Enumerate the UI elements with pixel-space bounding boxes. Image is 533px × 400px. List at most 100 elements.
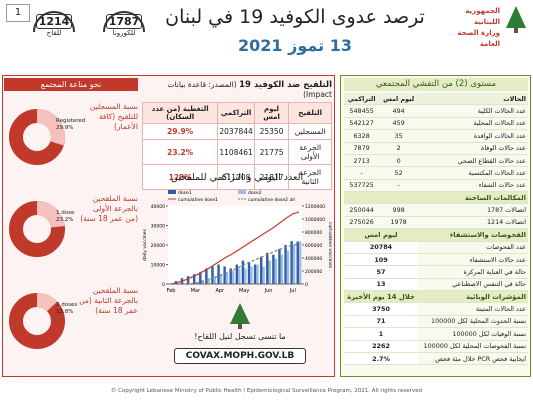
vaccination-table: التلقيح ليوم امس التراكمي التغطية (من عدد ا… [141, 102, 332, 190]
cta-url[interactable]: COVAX.MOPH.GOV.LB [174, 348, 306, 364]
bar [231, 270, 235, 284]
donut-label: 2 doses 12.8% [56, 302, 77, 316]
table-row: حالة في التنفس الاصطناعي 13 [344, 278, 528, 292]
table-row: الفحوصات والاستشفاء ليوم امس [344, 228, 528, 242]
immunity-title: نحو مناعة المجتمع [4, 78, 138, 91]
table-cell: عدد حالات القطاع الصحي [418, 154, 528, 168]
table-cell: 1978 [379, 216, 419, 230]
x-tick-label: Mar [191, 288, 201, 294]
donut-caption: نسبة الملقحين بالجرعة الثانية (من عمر 18… [79, 286, 138, 315]
date: 13 تموز 2021 [238, 36, 352, 55]
donut-arc [9, 109, 65, 165]
table-cell: 35 [379, 129, 419, 143]
y2-axis-label: cumulative vaccines [327, 222, 332, 269]
bar [192, 274, 196, 284]
donut: نسبة الملقحين بالجرعة الأولى (من عمر 18 … [6, 190, 138, 276]
donut-caption: نسبة الملقحين بالجرعة الأولى (من عمر 18 … [80, 194, 138, 223]
table-cell: 6328 [344, 129, 380, 143]
table-cell: 20784 [344, 241, 419, 254]
legend-label: dose1 [178, 190, 192, 196]
table-row: نسبة الوفيات لكل 100000 1 [344, 327, 528, 341]
table-cell: 250044 [344, 203, 380, 217]
table-cell: عدد الفحوصات [418, 241, 528, 254]
column-header: التلقيح [288, 102, 332, 124]
table-cell: 2 [379, 142, 419, 155]
bar [207, 278, 211, 284]
donut-name: 1 dose [56, 210, 75, 216]
donut-arc [9, 293, 65, 349]
donut-chart [9, 109, 65, 165]
table-cell: 1108461 [217, 139, 255, 165]
legend-label: cumulative dose1 [178, 197, 218, 203]
donut-chart [9, 201, 65, 257]
table-row: الحالات ليوم امس التراكمي [344, 93, 528, 106]
vaccination-source: (المصدر: قاعدة بيانات Impact) [167, 80, 332, 99]
table-cell: 459 [379, 117, 419, 131]
table-row: حالة في العناية المركزة 57 [344, 265, 528, 279]
y-tick-label: 10000 [151, 263, 165, 269]
donut-value: 23.2% [56, 217, 74, 223]
table-cell: نسبة الحدوث المحلية لكل 100000 [418, 315, 528, 329]
bar [186, 276, 190, 284]
column-header: التراكمي [344, 93, 380, 106]
table-cell: 109 [344, 253, 419, 267]
donut-name: Registered [56, 118, 86, 124]
table-cell: ايجابية فحص PCR خلال مئة فحص [418, 352, 528, 366]
table-cell: 3750 [344, 302, 419, 316]
bar [259, 256, 263, 284]
donut-label: Registered 29.9% [56, 118, 85, 132]
y-tick-label: 0 [162, 282, 165, 288]
bar [253, 264, 257, 284]
table-row: عدد حالات الوفاة 2 7879 [344, 142, 528, 155]
table-cell: - [379, 179, 419, 193]
outbreak-title: مستوى (2) من التفشي المجتمعي [344, 78, 528, 91]
table-cell: 13 [344, 278, 419, 292]
table-row: عدد الحالات المكتسبة 52- [344, 166, 528, 180]
vaccination-title-main: التلقيح ضد الكوفيد 19 [239, 80, 332, 90]
table-cell: 29.9% [141, 123, 219, 140]
table-cell: 1 [344, 327, 419, 341]
table-cell: 998 [379, 203, 419, 217]
x-tick-label: Feb [167, 288, 176, 294]
bar [292, 245, 296, 284]
legend-swatch [168, 190, 176, 194]
ministry-line: وزارة الصحة العامة [457, 29, 500, 48]
table-row: عدد الحالات الكلية 494 548455 [344, 104, 528, 118]
donut-label: 1 dose 23.2% [56, 210, 74, 224]
bar [278, 248, 281, 284]
cta-text: ما تنسى تسجل لنيل اللقاح! [194, 332, 286, 341]
y2-tick-label: 1200000 [305, 204, 325, 210]
table-cell: 71 [344, 315, 419, 329]
y2-tick-label: 600000 [305, 243, 322, 249]
bar [296, 241, 299, 284]
table-cell: 2262 [344, 340, 419, 353]
section-title: المكالمات الساخنة [344, 191, 528, 205]
bar [298, 241, 302, 284]
bar [235, 264, 239, 284]
bar [280, 254, 284, 284]
table-row: نسبة الفحوصات المحلية لكل 100000 2262 [344, 340, 528, 353]
table-row: عدد حالات القطاع الصحي 0 2713 [344, 154, 528, 168]
table-cell: 494 [379, 104, 419, 118]
column-header: ليوم امس [253, 102, 290, 124]
table-cell: اتصالات 1787 [418, 203, 528, 217]
table-row: المؤشرات الوبائية خلال 14 يوم الأخيرة [344, 290, 528, 304]
table-cell: عدد الحالات المثبتة [418, 302, 528, 316]
table-cell: عدد الحالات الوافدة [418, 129, 528, 143]
table-row: المكالمات الساخنة [344, 191, 528, 205]
title: ترصد عدوى الكوفيد 19 في لبنان [165, 6, 425, 28]
donut: نسبة الملقحين بالجرعة الثانية (من عمر 18… [6, 282, 138, 368]
table-cell: عدد الحالات المحلية [418, 117, 528, 131]
x-tick-label: Jun [264, 288, 273, 294]
table-body: المسجلين 25350 2037844 29.9% الجرعة الأولى 21… [141, 123, 332, 190]
bar [250, 266, 253, 284]
section-header: خلال 14 يوم الأخيرة [344, 290, 419, 304]
y-tick-label: 30000 [151, 224, 165, 230]
y-axis-label: daily vaccines [142, 228, 148, 260]
table-cell: - [344, 166, 380, 180]
bar [211, 266, 214, 284]
bar [244, 268, 247, 284]
bar [219, 274, 223, 284]
cedar-logo [230, 303, 250, 329]
